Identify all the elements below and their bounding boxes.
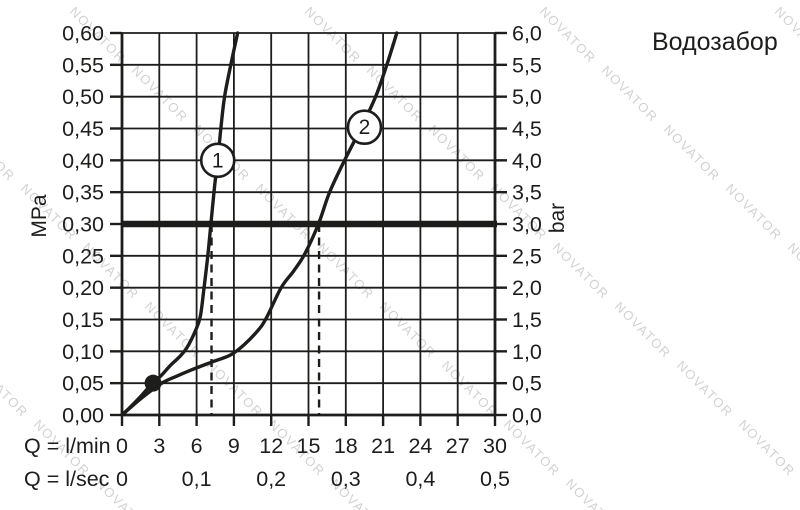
x-lmin-tick-label: 0 bbox=[116, 434, 128, 458]
marker-dot bbox=[144, 374, 162, 392]
x-lmin-tick-label: 6 bbox=[191, 434, 203, 458]
x-lmin-tick-label: 21 bbox=[371, 434, 395, 458]
y-right-tick-label: 1,5 bbox=[512, 308, 542, 332]
y-left-tick-label: 0,10 bbox=[62, 340, 104, 364]
y-left-tick-label: 0,35 bbox=[62, 181, 104, 205]
x-lsec-tick-label: 0 bbox=[116, 467, 128, 491]
y-left-tick-label: 0,15 bbox=[62, 308, 104, 332]
x-lmin-tick-label: 15 bbox=[297, 434, 321, 458]
x-axis-label-lmin: Q = l/min bbox=[24, 434, 111, 458]
x-lsec-tick-label: 0,4 bbox=[405, 467, 435, 491]
y-axis-unit-mpa: MPa bbox=[28, 194, 51, 238]
y-axis-unit-bar: bar bbox=[546, 202, 569, 234]
y-left-tick-label: 0,50 bbox=[62, 85, 104, 109]
y-left-tick-label: 0,55 bbox=[62, 53, 104, 77]
y-right-tick-label: 3,0 bbox=[512, 213, 542, 237]
x-lmin-tick-label: 3 bbox=[153, 434, 165, 458]
x-lmin-tick-label: 12 bbox=[259, 434, 283, 458]
curve-label-circle-2 bbox=[346, 109, 383, 146]
curve-label-1: 1 bbox=[212, 149, 224, 172]
y-right-tick-label: 0,0 bbox=[512, 404, 542, 428]
y-left-tick-label: 0,25 bbox=[62, 244, 104, 268]
y-right-tick-label: 4,0 bbox=[512, 149, 542, 173]
y-left-tick-label: 0,20 bbox=[62, 276, 104, 300]
y-left-tick-label: 0,45 bbox=[62, 117, 104, 141]
y-left-tick-label: 0,40 bbox=[62, 149, 104, 173]
y-left-tick-label: 0,05 bbox=[62, 372, 104, 396]
x-lsec-tick-label: 0,5 bbox=[480, 467, 510, 491]
x-lmin-tick-label: 30 bbox=[483, 434, 507, 458]
y-right-tick-label: 0,5 bbox=[512, 372, 542, 396]
x-lsec-tick-label: 0,2 bbox=[256, 467, 286, 491]
y-right-tick-label: 5,5 bbox=[512, 53, 542, 77]
x-lsec-tick-label: 0,3 bbox=[331, 467, 361, 491]
y-right-tick-label: 6,0 bbox=[512, 22, 542, 46]
y-right-tick-label: 3,5 bbox=[512, 181, 542, 205]
x-axis-label-lsec: Q = l/sec bbox=[24, 467, 110, 491]
x-lmin-tick-label: 27 bbox=[446, 434, 470, 458]
x-lmin-tick-label: 24 bbox=[408, 434, 432, 458]
y-left-tick-label: 0,00 bbox=[62, 404, 104, 428]
y-right-tick-label: 2,5 bbox=[512, 244, 542, 268]
y-right-tick-label: 2,0 bbox=[512, 276, 542, 300]
y-right-tick-label: 4,5 bbox=[512, 117, 542, 141]
y-left-tick-label: 0,30 bbox=[62, 213, 104, 237]
page-title: Водозабор bbox=[652, 28, 778, 56]
x-lsec-tick-label: 0,1 bbox=[182, 467, 212, 491]
x-lmin-tick-label: 18 bbox=[334, 434, 358, 458]
y-right-tick-label: 5,0 bbox=[512, 85, 542, 109]
x-lmin-tick-label: 9 bbox=[228, 434, 240, 458]
y-left-tick-label: 0,60 bbox=[62, 22, 104, 46]
curve-label-circle-1 bbox=[199, 142, 236, 179]
y-right-tick-label: 1,0 bbox=[512, 340, 542, 364]
curve-label-2: 2 bbox=[359, 116, 371, 139]
